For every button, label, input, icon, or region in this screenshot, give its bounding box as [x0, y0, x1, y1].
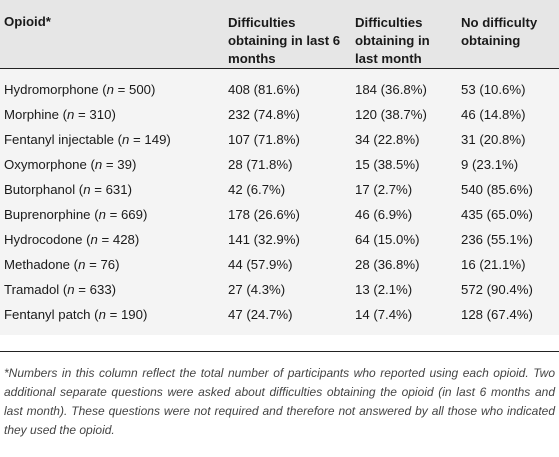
cell-c4: 572 (90.4%)	[461, 282, 533, 297]
table-row: Tramadol (n = 633) 27 (4.3%) 13 (2.1%) 572 …	[0, 277, 559, 302]
opioid-name: Morphine	[4, 107, 59, 122]
cell-c3: 184 (36.8%)	[355, 82, 427, 97]
opioid-table: Opioid* Difficulties obtaining in last 6…	[0, 0, 559, 335]
cell-c4: 9 (23.1%)	[461, 157, 519, 172]
cell-c3: 13 (2.1%)	[355, 282, 413, 297]
cell-c4: 435 (65.0%)	[461, 207, 533, 222]
cell-opioid: Hydrocodone (n = 428)	[4, 232, 140, 247]
opioid-n: 669	[120, 207, 143, 222]
cell-c4: 31 (20.8%)	[461, 132, 526, 147]
opioid-name: Methadone	[4, 257, 70, 272]
table-row: Fentanyl patch (n = 190) 47 (24.7%) 14 (7.…	[0, 302, 559, 335]
cell-c2: 28 (71.8%)	[228, 157, 293, 172]
opioid-name: Tramadol	[4, 282, 60, 297]
cell-c2: 107 (71.8%)	[228, 132, 300, 147]
cell-c2: 27 (4.3%)	[228, 282, 286, 297]
header-opioid: Opioid*	[0, 0, 222, 69]
table-row: Hydrocodone (n = 428) 141 (32.9%) 64 (15.0…	[0, 227, 559, 252]
opioid-n: 428	[112, 232, 135, 247]
cell-c4: 128 (67.4%)	[461, 307, 533, 322]
cell-c2: 47 (24.7%)	[228, 307, 293, 322]
cell-c3: 46 (6.9%)	[355, 207, 413, 222]
opioid-n: 631	[105, 182, 128, 197]
cell-opioid: Butorphanol (n = 631)	[4, 182, 132, 197]
opioid-n: 76	[100, 257, 116, 272]
table-row: Butorphanol (n = 631) 42 (6.7%) 17 (2.7%) 5…	[0, 177, 559, 202]
opioid-n: 500	[129, 82, 152, 97]
opioid-name: Hydromorphone	[4, 82, 99, 97]
cell-opioid: Fentanyl patch (n = 190)	[4, 307, 148, 322]
cell-opioid: Methadone (n = 76)	[4, 257, 120, 272]
cell-opioid: Oxymorphone (n = 39)	[4, 157, 137, 172]
cell-c3: 28 (36.8%)	[355, 257, 420, 272]
opioid-n: 310	[89, 107, 112, 122]
cell-c4: 16 (21.1%)	[461, 257, 526, 272]
header-difficulties-last-month: Difficulties obtaining in last month	[349, 0, 455, 69]
cell-c3: 120 (38.7%)	[355, 107, 427, 122]
cell-c3: 34 (22.8%)	[355, 132, 420, 147]
cell-c2: 408 (81.6%)	[228, 82, 300, 97]
cell-opioid: Fentanyl injectable (n = 149)	[4, 132, 171, 147]
cell-c3: 14 (7.4%)	[355, 307, 413, 322]
header-difficulties-6-months: Difficulties obtaining in last 6 months	[222, 0, 349, 69]
table-row: Oxymorphone (n = 39) 28 (71.8%) 15 (38.5%)…	[0, 152, 559, 177]
table-header-row: Opioid* Difficulties obtaining in last 6…	[0, 0, 559, 69]
header-no-difficulty: No difficulty obtaining	[455, 0, 559, 69]
cell-opioid: Hydromorphone (n = 500)	[4, 82, 156, 97]
cell-c2: 232 (74.8%)	[228, 107, 300, 122]
cell-c2: 141 (32.9%)	[228, 232, 300, 247]
cell-c4: 236 (55.1%)	[461, 232, 533, 247]
cell-opioid: Buprenorphine (n = 669)	[4, 207, 148, 222]
opioid-name: Fentanyl patch	[4, 307, 91, 322]
opioid-name: Fentanyl injectable	[4, 132, 114, 147]
opioid-n: 149	[144, 132, 167, 147]
cell-c2: 42 (6.7%)	[228, 182, 286, 197]
opioid-n: 633	[89, 282, 112, 297]
table-row: Fentanyl injectable (n = 149) 107 (71.8%)…	[0, 127, 559, 152]
table-row: Morphine (n = 310) 232 (74.8%) 120 (38.7%)…	[0, 102, 559, 127]
table-body: Hydromorphone (n = 500) 408 (81.6%) 184 (3…	[0, 68, 559, 335]
cell-c3: 64 (15.0%)	[355, 232, 420, 247]
table-footnote: *Numbers in this column reflect the tota…	[0, 351, 559, 457]
cell-c3: 17 (2.7%)	[355, 182, 413, 197]
opioid-name: Hydrocodone	[4, 232, 83, 247]
opioid-name: Buprenorphine	[4, 207, 91, 222]
cell-c2: 44 (57.9%)	[228, 257, 293, 272]
opioid-name: Butorphanol	[4, 182, 76, 197]
cell-c2: 178 (26.6%)	[228, 207, 300, 222]
cell-c3: 15 (38.5%)	[355, 157, 420, 172]
cell-opioid: Morphine (n = 310)	[4, 107, 116, 122]
cell-c4: 46 (14.8%)	[461, 107, 526, 122]
opioid-name: Oxymorphone	[4, 157, 87, 172]
opioid-n: 190	[120, 307, 143, 322]
cell-opioid: Tramadol (n = 633)	[4, 282, 117, 297]
opioid-n: 39	[117, 157, 132, 172]
cell-c4: 53 (10.6%)	[461, 82, 526, 97]
table-row: Buprenorphine (n = 669) 178 (26.6%) 46 (6.…	[0, 202, 559, 227]
cell-c4: 540 (85.6%)	[461, 182, 533, 197]
table-row: Hydromorphone (n = 500) 408 (81.6%) 184 (3…	[0, 68, 559, 102]
table-row: Methadone (n = 76) 44 (57.9%) 28 (36.8%) 16…	[0, 252, 559, 277]
